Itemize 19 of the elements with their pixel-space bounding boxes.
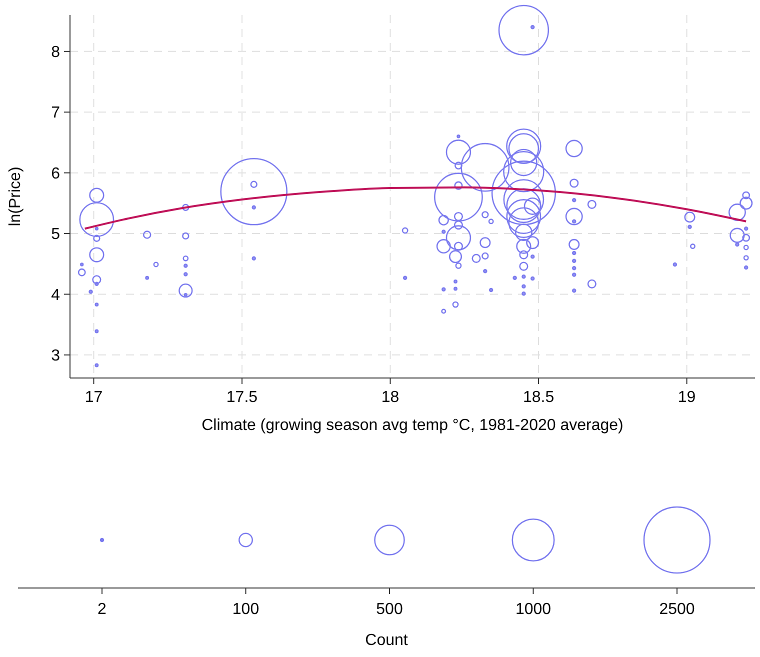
x-tick-label: 18.5 <box>522 389 554 406</box>
legend-label: 2 <box>98 601 107 618</box>
legend-label: 1000 <box>515 601 552 618</box>
y-tick-label: 4 <box>51 286 60 304</box>
legend-label: 100 <box>232 601 260 618</box>
legend-title: Count <box>365 632 408 649</box>
y-tick-label: 7 <box>51 104 60 122</box>
x-axis-title: Climate (growing season avg temp °C, 1981-2020 average) <box>202 417 624 434</box>
x-tick-label: 17 <box>84 389 103 406</box>
legend-label: 500 <box>376 601 403 618</box>
x-tick-label: 18 <box>381 389 400 406</box>
y-tick-label: 6 <box>51 165 60 182</box>
y-axis-title: ln(Price) <box>7 166 24 226</box>
y-tick-label: 3 <box>51 348 60 365</box>
legend-label: 2500 <box>659 601 695 618</box>
x-tick-label: 19 <box>678 389 696 406</box>
y-tick-label: 5 <box>51 226 60 244</box>
y-tick-label: 8 <box>51 44 60 62</box>
x-tick-label: 17.5 <box>226 389 258 406</box>
